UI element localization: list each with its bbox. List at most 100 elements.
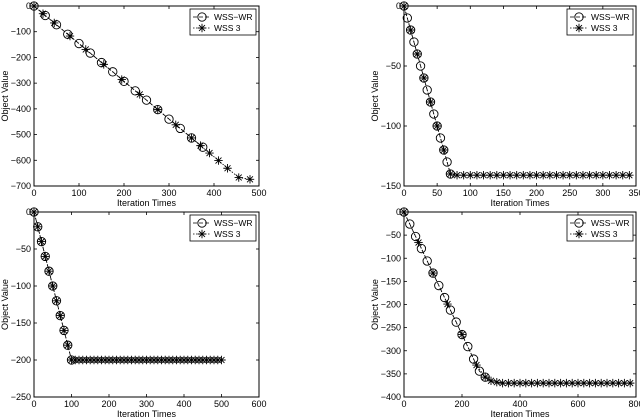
y-tick-label: 0 — [26, 207, 31, 217]
legend-marker-asterisk — [197, 23, 207, 33]
data-point-asterisk — [214, 156, 223, 165]
y-tick-label: −150 — [381, 181, 401, 191]
data-point-asterisk — [492, 378, 501, 387]
data-point-circle — [445, 305, 456, 315]
data-point-asterisk — [459, 171, 468, 180]
legend-marker-circle — [574, 12, 584, 22]
data-point-asterisk — [510, 378, 519, 388]
x-tick-label: 400 — [176, 399, 191, 409]
data-point-asterisk — [414, 238, 423, 247]
data-point-asterisk — [439, 145, 448, 155]
data-point-asterisk — [550, 378, 559, 388]
x-tick-label: 300 — [139, 399, 154, 409]
legend-label: WSS−WR — [214, 12, 253, 22]
data-point-asterisk — [585, 378, 594, 388]
y-tick-label: −700 — [11, 181, 31, 191]
data-point-asterisk — [59, 326, 69, 335]
data-point-asterisk — [505, 171, 515, 180]
x-tick-label: 200 — [116, 188, 131, 198]
data-point-asterisk — [499, 171, 508, 180]
data-point-asterisk — [611, 171, 621, 180]
data-point-asterisk — [532, 171, 541, 180]
y-tick-label: −200 — [381, 300, 401, 310]
y-tick-label: −50 — [16, 244, 31, 254]
data-point-asterisk — [171, 120, 180, 129]
data-point-circle — [451, 317, 461, 327]
data-point-asterisk — [245, 175, 255, 184]
data-point-asterisk — [29, 207, 39, 217]
data-point-asterisk — [399, 207, 409, 217]
data-point-circle — [434, 280, 444, 291]
y-tick-label: −300 — [381, 346, 401, 356]
x-tick-label: 100 — [71, 188, 86, 198]
data-point-asterisk — [406, 25, 415, 35]
plot-frame — [33, 5, 260, 187]
data-point-asterisk — [99, 60, 108, 69]
legend-marker-circle — [197, 218, 207, 228]
data-point-asterisk — [539, 171, 548, 180]
data-point-asterisk — [443, 299, 452, 309]
y-tick-label: −500 — [11, 130, 31, 140]
x-tick-label: 800 — [628, 399, 640, 409]
data-point-asterisk — [413, 49, 422, 59]
y-tick-label: −400 — [381, 392, 401, 402]
data-point-circle — [175, 123, 185, 134]
legend-box — [566, 8, 634, 36]
data-point-asterisk — [29, 1, 39, 11]
legend-box — [566, 214, 634, 242]
x-tick-label: 0 — [31, 399, 36, 409]
data-point-asterisk — [565, 171, 574, 180]
data-point-asterisk — [608, 378, 617, 388]
y-axis-label: Object Value — [0, 71, 10, 122]
legend-marker-asterisk — [197, 229, 207, 239]
chart-1: 0 100 200 300 400 500 −700 −600 −500 −400 −300 −200… — [0, 1, 267, 208]
data-point-circle — [442, 157, 452, 167]
y-tick-label: −150 — [381, 276, 401, 286]
legend-label: WSS 3 — [591, 23, 618, 33]
data-point-asterisk — [56, 311, 65, 320]
data-point-asterisk — [223, 164, 232, 173]
legend-box — [189, 214, 257, 242]
series-wss-3 — [29, 1, 255, 184]
data-point-asterisk — [562, 378, 571, 388]
data-point-asterisk — [519, 171, 528, 180]
data-point-asterisk — [52, 296, 61, 305]
y-tick-label: −100 — [11, 27, 31, 37]
data-point-asterisk — [446, 169, 455, 179]
x-tick-label: 500 — [214, 399, 229, 409]
data-point-asterisk — [614, 378, 623, 388]
legend-marker-circle — [574, 218, 584, 228]
x-tick-label: 250 — [562, 188, 577, 198]
y-axis-label: Object Value — [370, 71, 380, 122]
x-tick-label: 100 — [64, 399, 79, 409]
y-tick-label: −400 — [11, 104, 31, 114]
y-tick-label: −50 — [386, 61, 401, 71]
data-point-asterisk — [196, 141, 205, 150]
x-tick-label: 300 — [161, 188, 176, 198]
data-point-asterisk — [428, 268, 438, 278]
data-point-asterisk — [44, 267, 54, 276]
data-point-asterisk — [573, 378, 583, 388]
data-point-asterisk — [481, 372, 490, 382]
data-point-asterisk — [33, 222, 42, 231]
x-tick-label: 100 — [463, 188, 478, 198]
y-tick-label: −250 — [381, 323, 401, 333]
legend-label: WSS 3 — [214, 229, 241, 239]
data-point-asterisk — [591, 378, 600, 388]
data-point-asterisk — [432, 121, 442, 131]
x-tick-label: 150 — [496, 188, 511, 198]
y-tick-label: −100 — [11, 281, 31, 291]
data-point-asterisk — [48, 281, 57, 291]
data-point-asterisk — [38, 9, 48, 18]
data-point-asterisk — [419, 73, 429, 83]
data-point-circle — [402, 13, 412, 23]
data-point-asterisk — [498, 378, 507, 388]
x-tick-label: 200 — [454, 399, 469, 409]
data-point-asterisk — [399, 1, 409, 11]
data-point-asterisk — [457, 330, 467, 339]
series-wss-wr — [399, 207, 490, 382]
data-point-asterisk — [492, 171, 501, 180]
data-point-asterisk — [63, 341, 72, 350]
